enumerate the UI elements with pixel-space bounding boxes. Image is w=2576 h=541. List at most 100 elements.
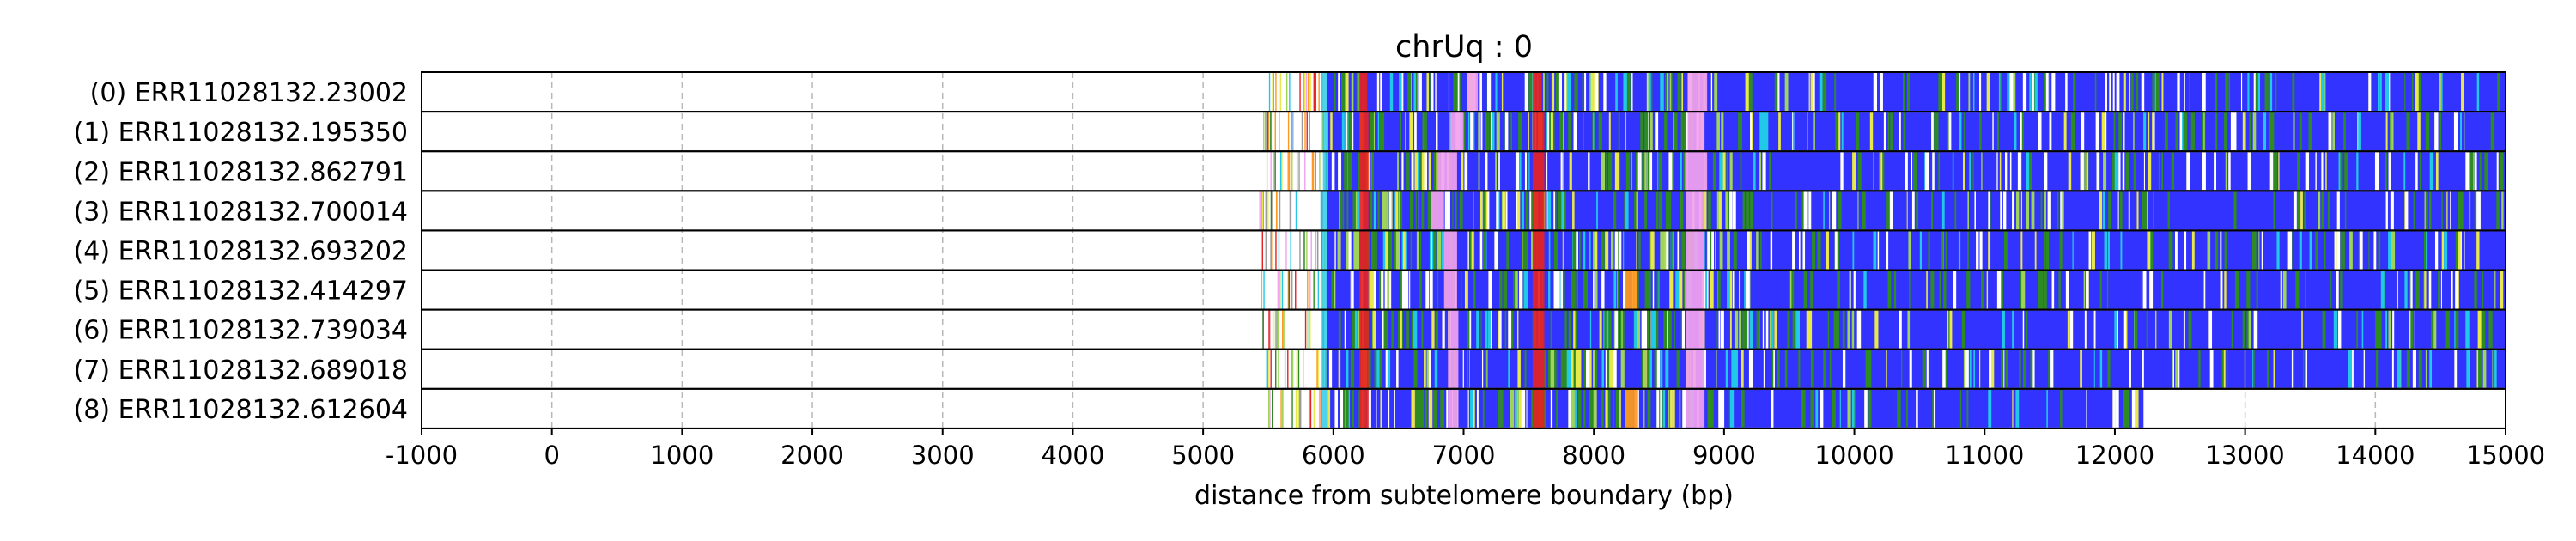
variant-stripe (1503, 191, 1506, 230)
variant-stripe (1328, 350, 1333, 388)
variant-stripe (1487, 73, 1492, 112)
row-label-7: (7) ERR11028132.689018 (74, 356, 408, 386)
variant-stripe (1756, 231, 1759, 270)
variant-stripe (1375, 231, 1377, 270)
variant-stripe (2112, 73, 2115, 112)
variant-stripe (2363, 350, 2366, 388)
red-band (1532, 350, 1545, 388)
variant-stripe (2344, 152, 2348, 191)
variant-stripe (2420, 152, 2421, 191)
variant-stripe (1887, 270, 1892, 309)
red-band (1532, 389, 1545, 428)
variant-stripe (2390, 112, 2392, 151)
variant-stripe (2135, 389, 2139, 428)
variant-stripe (2129, 73, 2131, 112)
variant-stripe (1423, 152, 1428, 191)
variant-stripe (1620, 350, 1625, 388)
variant-stripe (1464, 152, 1468, 191)
variant-stripe (1553, 231, 1558, 270)
read-row-1 (1263, 112, 2506, 151)
x-tick-label-3: 2000 (781, 441, 844, 470)
variant-stripe (1542, 73, 1545, 112)
variant-stripe (1722, 112, 1724, 151)
row-label-2: (2) ERR11028132.862791 (74, 157, 408, 187)
variant-stripe (2048, 73, 2050, 112)
sparse-mark (1270, 152, 1272, 191)
variant-stripe (2478, 191, 2481, 230)
variant-stripe (1433, 389, 1437, 428)
variant-stripe (1505, 191, 1508, 230)
sparse-mark (1295, 270, 1297, 309)
variant-stripe (1415, 191, 1417, 230)
variant-stripe (2215, 73, 2218, 112)
variant-stripe (2223, 350, 2226, 388)
variant-stripe (1728, 389, 1731, 428)
sparse-mark (1292, 112, 1294, 151)
sparse-mark (1277, 310, 1279, 349)
variant-stripe (2324, 231, 2326, 270)
variant-stripe (2050, 350, 2054, 388)
variant-stripe (1358, 73, 1360, 112)
variant-stripe (1340, 389, 1343, 428)
variant-stripe (1647, 152, 1652, 191)
variant-stripe (1746, 310, 1748, 349)
orange-band (1625, 389, 1638, 428)
variant-stripe (1947, 112, 1949, 151)
variant-stripe (1741, 389, 1745, 428)
variant-stripe (1707, 231, 1710, 270)
variant-stripe (1521, 389, 1523, 428)
variant-stripe (1435, 73, 1437, 112)
variant-stripe (2105, 112, 2107, 151)
variant-stripe (1704, 350, 1706, 388)
sparse-mark (1291, 112, 1293, 151)
variant-stripe (1852, 152, 1856, 191)
variant-stripe (2091, 231, 2095, 270)
variant-stripe (1370, 231, 1376, 270)
sparse-mark (1311, 152, 1314, 191)
variant-stripe (1334, 231, 1336, 270)
red-band (1532, 310, 1545, 349)
variant-stripe (1765, 112, 1769, 151)
variant-stripe (1710, 389, 1714, 428)
variant-stripe (2300, 112, 2302, 151)
variant-stripe (1648, 73, 1651, 112)
variant-stripe (1906, 389, 1908, 428)
variant-stripe (1524, 73, 1528, 112)
x-axis: -1000 0 1000 2000 3000 4000 5000 6000 7000 8000 90… (386, 428, 2545, 470)
variant-stripe (2030, 350, 2033, 388)
variant-stripe (1625, 152, 1631, 191)
variant-stripe (1433, 231, 1437, 270)
variant-stripe (2476, 350, 2479, 388)
variant-stripe (2153, 112, 2155, 151)
variant-stripe (1431, 389, 1433, 428)
variant-stripe (2183, 231, 2187, 270)
variant-stripe (2172, 350, 2175, 388)
variant-stripe (1381, 270, 1384, 309)
variant-stripe (2040, 191, 2043, 230)
variant-stripe (1517, 350, 1521, 388)
variant-stripe (2388, 231, 2391, 270)
variant-stripe (1415, 389, 1419, 428)
variant-stripe (1558, 73, 1562, 112)
variant-stripe (1440, 389, 1443, 428)
variant-stripe (1676, 350, 1680, 388)
variant-stripe (1716, 350, 1717, 388)
variant-stripe (1976, 231, 1979, 270)
variant-stripe (2109, 73, 2111, 112)
variant-stripe (2107, 231, 2110, 270)
variant-stripe (1947, 112, 1951, 151)
variant-stripe (1582, 73, 1584, 112)
variant-stripe (1715, 231, 1716, 270)
variant-stripe (1751, 112, 1753, 151)
sparse-mark (1269, 389, 1271, 428)
row-labels: (0) ERR11028132.23002 (1) ERR11028132.195… (74, 78, 408, 425)
variant-stripe (1720, 310, 1724, 349)
variant-stripe (2470, 152, 2474, 191)
variant-stripe (1638, 231, 1641, 270)
variant-stripe (1548, 270, 1551, 309)
variant-stripe (2099, 191, 2102, 230)
variant-stripe (1851, 389, 1855, 428)
variant-stripe (2501, 191, 2504, 230)
variant-stripe (1660, 350, 1663, 388)
variant-stripe (2168, 310, 2172, 349)
